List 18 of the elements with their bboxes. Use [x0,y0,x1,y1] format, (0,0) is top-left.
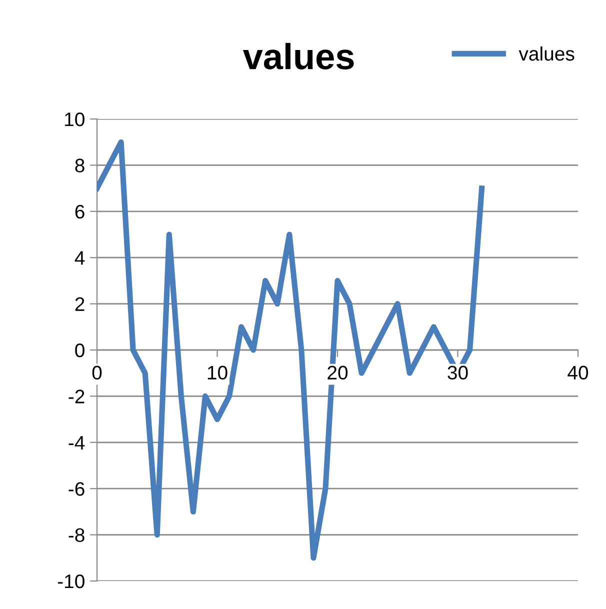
y-tick-label: -4 [68,436,85,450]
x-tick-label: 20 [328,366,348,380]
y-tick-label: 6 [75,204,84,219]
y-tick-label: -2 [68,390,84,404]
y-tick-label: -8 [68,528,84,542]
y-tick-label: -6 [68,482,84,496]
x-tick-label: 30 [448,366,468,380]
chart-title: values [242,42,354,70]
legend-label: values [518,46,574,61]
y-tick-label: 4 [74,251,85,265]
x-tick-label: 40 [568,366,588,380]
y-tick-label: 10 [65,112,84,126]
x-tick-label: 0 [92,366,102,380]
y-tick-label: 0 [75,343,84,358]
y-tick-label: -10 [58,574,84,588]
x-tick-label: 10 [208,366,228,380]
y-tick-label: 8 [75,158,84,172]
y-tick-label: 2 [75,297,84,311]
